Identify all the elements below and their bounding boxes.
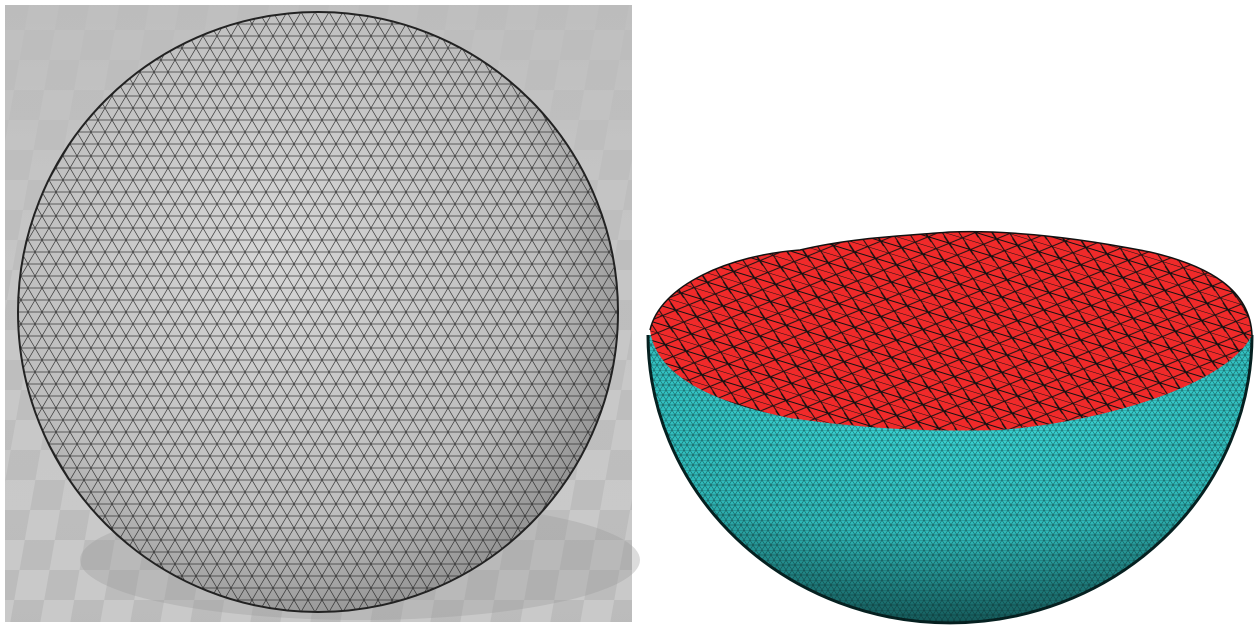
- left-render: [5, 5, 640, 622]
- sphere-mesh: [18, 12, 618, 612]
- page-body: [0, 0, 1260, 628]
- figure: [0, 0, 1260, 628]
- right-render: [648, 232, 1252, 623]
- mesh-lines: [18, 12, 618, 612]
- page: Mesh renderings {} html, body { margin: …: [0, 0, 1260, 628]
